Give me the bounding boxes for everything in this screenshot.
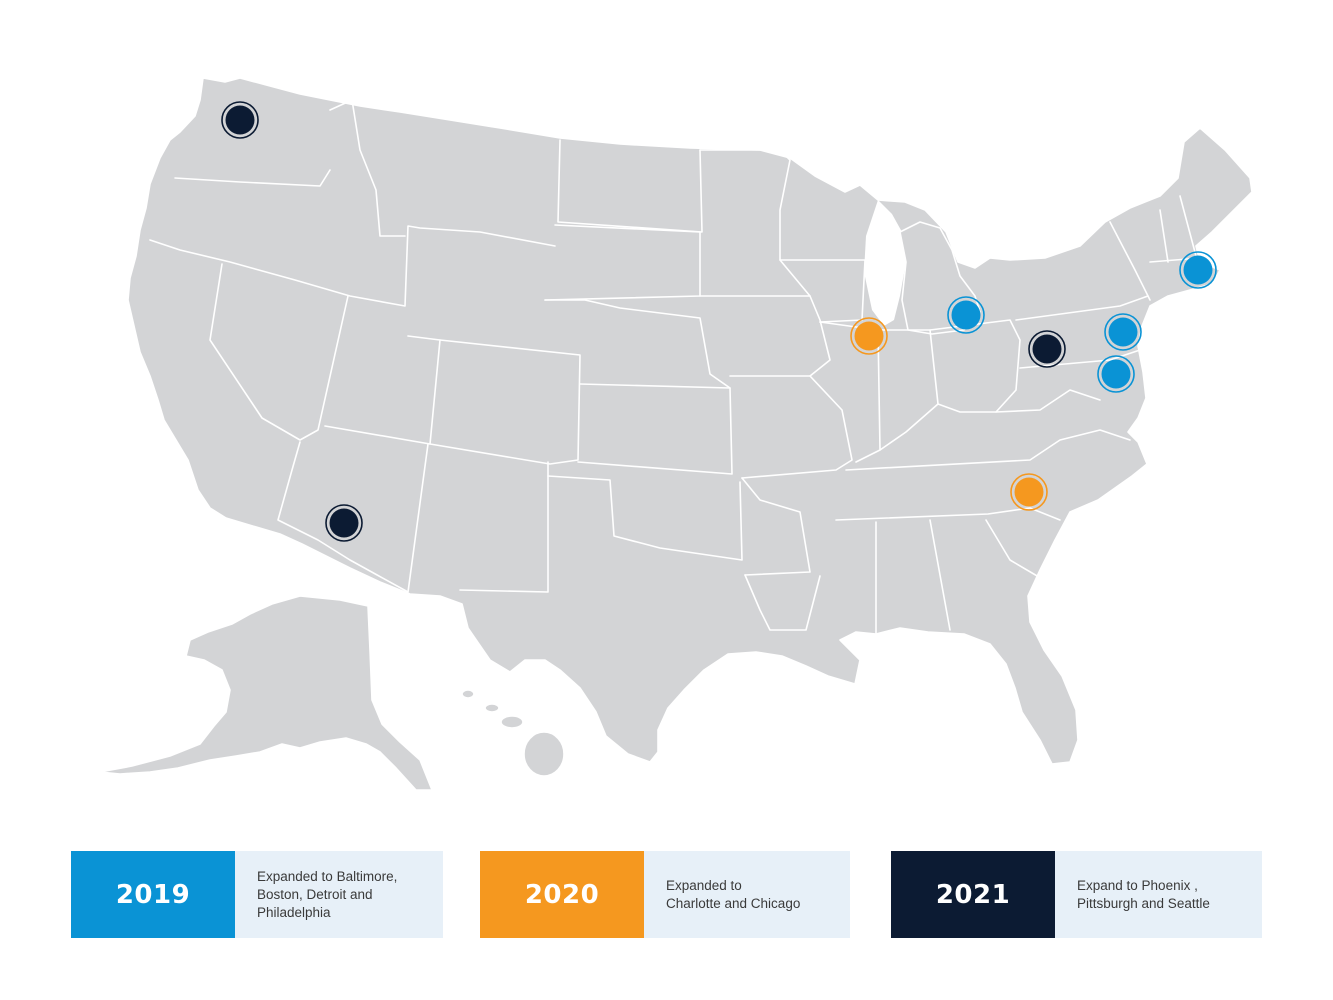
marker-dot xyxy=(1108,317,1138,347)
marker-baltimore xyxy=(1097,355,1135,393)
us-map xyxy=(99,77,1253,791)
marker-phoenix xyxy=(325,504,363,542)
marker-ring xyxy=(947,296,985,334)
marker-ring xyxy=(1097,355,1135,393)
marker-philadelphia xyxy=(1104,313,1142,351)
contiguous-us-landmass xyxy=(127,77,1253,765)
legend-text-2019: Expanded to Baltimore, Boston, Detroit a… xyxy=(257,868,398,920)
marker-ring xyxy=(325,504,363,542)
marker-dot xyxy=(1101,359,1131,389)
marker-dot xyxy=(1183,255,1213,285)
marker-ring xyxy=(1028,330,1066,368)
legend-card-2020: 2020 Expanded to Charlotte and Chicago xyxy=(480,851,850,938)
hawaii-kauai xyxy=(461,689,475,699)
legend-year-2019: 2019 xyxy=(71,851,235,938)
state-borders xyxy=(149,99,1201,641)
marker-ring xyxy=(1104,313,1142,351)
marker-ring xyxy=(221,101,259,139)
marker-dot xyxy=(951,300,981,330)
hawaii-big-island xyxy=(523,731,565,777)
marker-dot xyxy=(854,321,884,351)
marker-charlotte xyxy=(1010,473,1048,511)
legend-card-2019: 2019 Expanded to Baltimore, Boston, Detr… xyxy=(71,851,443,938)
lake-michigan xyxy=(864,200,906,326)
legend-year-2021: 2021 xyxy=(891,851,1055,938)
hawaii-oahu xyxy=(484,703,500,713)
marker-boston xyxy=(1179,251,1217,289)
legend-text-2021: Expand to Phoenix , Pittsburgh and Seatt… xyxy=(1077,877,1210,911)
marker-ring xyxy=(1010,473,1048,511)
legend-text-2020: Expanded to Charlotte and Chicago xyxy=(666,877,801,911)
marker-dot xyxy=(329,508,359,538)
location-markers xyxy=(221,101,1217,542)
marker-ring xyxy=(1179,251,1217,289)
marker-chicago xyxy=(850,317,888,355)
marker-seattle xyxy=(221,101,259,139)
legend-card-2021: 2021 Expand to Phoenix , Pittsburgh and … xyxy=(891,851,1262,938)
marker-dot xyxy=(1014,477,1044,507)
marker-detroit xyxy=(947,296,985,334)
marker-ring xyxy=(850,317,888,355)
marker-dot xyxy=(225,105,255,135)
us-map-graphic xyxy=(99,77,1253,791)
legend-year-2020: 2020 xyxy=(480,851,644,938)
marker-pittsburgh xyxy=(1028,330,1066,368)
hawaii-maui xyxy=(500,715,524,729)
alaska-landmass xyxy=(99,595,433,791)
marker-dot xyxy=(1032,334,1062,364)
